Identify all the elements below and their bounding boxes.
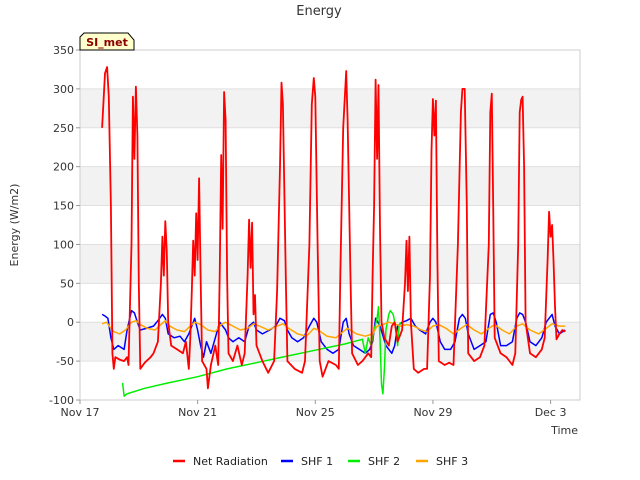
y-axis-title: Energy (W/m2) bbox=[8, 184, 21, 267]
site-badge: SI_met bbox=[79, 32, 135, 51]
grid-band bbox=[80, 127, 580, 167]
plot-border bbox=[79, 49, 581, 401]
grid-band bbox=[80, 50, 580, 89]
x-tick-label: Dec 3 bbox=[535, 406, 567, 419]
y-axis-ticks: -100 -50 0 50 100 150 200 250 300 350 bbox=[49, 44, 80, 407]
legend-label-shf-2: SHF 2 bbox=[368, 455, 400, 468]
grid-band bbox=[80, 244, 580, 284]
x-tick-label: Nov 21 bbox=[178, 406, 217, 419]
x-tick-label: Nov 29 bbox=[413, 406, 452, 419]
series-line-net-radiation bbox=[101, 66, 566, 390]
y-tick-label: 50 bbox=[60, 277, 74, 290]
x-tick-label: Nov 17 bbox=[61, 406, 100, 419]
legend: Net Radiation SHF 1 SHF 2 SHF 3 bbox=[173, 455, 468, 468]
y-tick-label: 100 bbox=[53, 238, 74, 251]
x-axis-title: Time bbox=[550, 424, 578, 437]
y-tick-label: -100 bbox=[49, 394, 74, 407]
legend-label-shf-3: SHF 3 bbox=[436, 455, 468, 468]
x-tick-label: Nov 25 bbox=[296, 406, 335, 419]
grid-band bbox=[80, 361, 580, 400]
y-tick-label: 150 bbox=[53, 200, 74, 213]
series-layer bbox=[101, 66, 566, 397]
y-tick-label: 300 bbox=[53, 83, 74, 96]
legend-label-net-radiation: Net Radiation bbox=[193, 455, 268, 468]
y-tick-label: 200 bbox=[53, 161, 74, 174]
y-tick-label: 250 bbox=[53, 122, 74, 135]
grid-band bbox=[80, 166, 580, 206]
grid-band bbox=[80, 88, 580, 128]
grid-band bbox=[80, 205, 580, 245]
y-tick-label: -50 bbox=[56, 355, 74, 368]
x-axis-ticks: Nov 17 Nov 21 Nov 25 Nov 29 Dec 3 bbox=[61, 400, 567, 419]
series-line-shf-1 bbox=[101, 309, 566, 358]
series-line-shf-3 bbox=[101, 319, 566, 339]
legend-label-shf-1: SHF 1 bbox=[301, 455, 333, 468]
y-tick-label: 0 bbox=[67, 316, 74, 329]
grid-band bbox=[80, 283, 580, 323]
series-line-shf-2 bbox=[121, 305, 402, 397]
y-tick-label: 350 bbox=[53, 44, 74, 57]
chart-title: Energy bbox=[296, 4, 342, 19]
site-badge-label: SI_met bbox=[86, 36, 128, 49]
